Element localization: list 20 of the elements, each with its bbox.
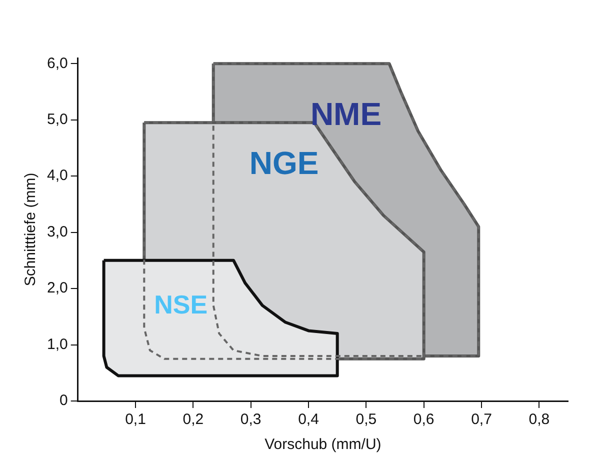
y-tick-label: 0: [60, 392, 68, 410]
x-tick-label: 0,3: [240, 411, 262, 428]
y-tick-label: 5,0: [46, 110, 68, 128]
series-label: NGE: [249, 145, 319, 181]
series-label: NSE: [154, 290, 208, 320]
y-tick-label: 4,0: [46, 167, 68, 184]
x-tick-label: 0,4: [298, 411, 319, 428]
x-tick-label: 0,8: [528, 411, 550, 428]
x-tick-label: 0,2: [182, 411, 204, 428]
x-tick-label: 0,5: [356, 411, 377, 428]
y-axis-title: Schnitttiefe (mm): [22, 172, 40, 286]
y-tick-label: 3,0: [46, 223, 68, 240]
x-axis-title: Vorschub (mm/U): [264, 436, 382, 454]
x-tick-label: 0,6: [413, 411, 434, 428]
y-tick-label: 6,0: [46, 54, 68, 72]
series-label: NME: [310, 96, 382, 132]
x-tick-label: 0,7: [471, 411, 492, 428]
y-tick-label: 1,0: [46, 336, 68, 353]
x-tick-label: 0,1: [125, 411, 146, 428]
y-tick-label: 2,0: [46, 280, 68, 297]
